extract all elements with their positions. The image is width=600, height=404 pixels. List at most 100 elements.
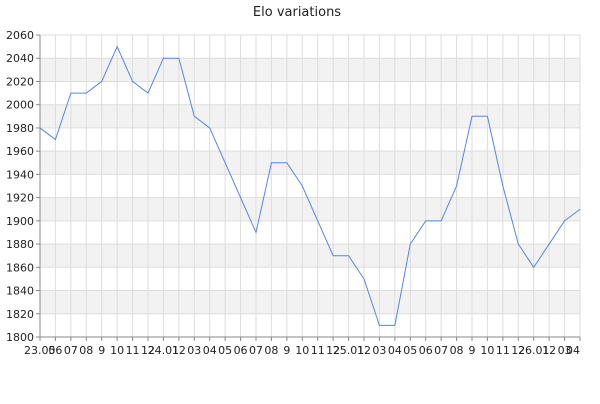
background-band [40, 290, 580, 314]
data-point [301, 185, 303, 187]
data-point [209, 127, 211, 129]
data-point [378, 324, 380, 326]
y-tick-label: 2040 [6, 52, 34, 65]
data-point [70, 92, 72, 94]
background-band [40, 244, 580, 268]
x-tick-label: 24.01 [148, 344, 180, 357]
x-tick-label: 03 [372, 344, 386, 357]
background-band [40, 104, 580, 128]
background-band [40, 58, 580, 82]
data-point [502, 185, 504, 187]
data-point [440, 220, 442, 222]
x-tick-label: 04 [566, 344, 580, 357]
series-line [39, 45, 581, 326]
series-layer [39, 45, 581, 326]
x-tick-label: 08 [450, 344, 464, 357]
x-tick-label: 12 [141, 344, 155, 357]
data-point [486, 115, 488, 117]
data-point [455, 185, 457, 187]
data-point [471, 115, 473, 117]
data-point [409, 243, 411, 245]
x-tick-label: 03 [558, 344, 572, 357]
data-point [332, 254, 334, 256]
x-tick-label: 25.01 [333, 344, 365, 357]
x-tick-label: 05 [218, 344, 232, 357]
y-tick-label: 2060 [6, 29, 34, 42]
x-tick-label: 06 [48, 344, 62, 357]
data-point [239, 196, 241, 198]
x-tick-label: 12 [357, 344, 371, 357]
background-band [40, 151, 580, 175]
x-tick-label: 9 [283, 344, 290, 357]
x-tick-label: 12 [172, 344, 186, 357]
x-tick-label: 03 [187, 344, 201, 357]
x-tick-label: 11 [311, 344, 325, 357]
x-tick-label: 10 [110, 344, 124, 357]
grid-lines [39, 34, 581, 338]
x-tick-label: 9 [98, 344, 105, 357]
y-tick-label: 2020 [6, 75, 34, 88]
data-point [39, 127, 41, 129]
data-point [548, 243, 550, 245]
y-tick-label: 1820 [6, 308, 34, 321]
data-point [363, 278, 365, 280]
data-point [193, 115, 195, 117]
y-tick-label: 1920 [6, 192, 34, 205]
data-point [563, 220, 565, 222]
y-tick-label: 1880 [6, 238, 34, 251]
data-point [317, 220, 319, 222]
data-point [517, 243, 519, 245]
data-point [255, 231, 257, 233]
x-tick-label: 08 [264, 344, 278, 357]
y-tick-label: 1980 [6, 122, 34, 135]
x-tick-label: 11 [496, 344, 510, 357]
background-band [40, 197, 580, 221]
y-tick-label: 1840 [6, 285, 34, 298]
data-point [347, 254, 349, 256]
data-point [178, 57, 180, 59]
x-tick-label: 06 [419, 344, 433, 357]
data-point [579, 208, 581, 210]
data-point [147, 92, 149, 94]
x-tick-label: 10 [295, 344, 309, 357]
chart-title: Elo variations [253, 5, 341, 20]
data-point [101, 80, 103, 82]
x-tick-label: 12 [542, 344, 556, 357]
x-tick-label: 08 [79, 344, 93, 357]
data-point [286, 162, 288, 164]
data-point [224, 162, 226, 164]
y-tick-label: 1860 [6, 261, 34, 274]
data-point [116, 45, 118, 47]
data-point [425, 220, 427, 222]
data-point [533, 266, 535, 268]
x-tick-label: 04 [203, 344, 217, 357]
y-axis-ticks: 1800 1820 1840 1860 1880 1900 1920 1940 1960 1980… [6, 29, 40, 344]
x-tick-label: 07 [434, 344, 448, 357]
x-tick-label: 23.05 [24, 344, 56, 357]
data-point [270, 162, 272, 164]
x-tick-label: 07 [249, 344, 263, 357]
x-tick-label: 26.01 [518, 344, 550, 357]
data-point [394, 324, 396, 326]
data-point [162, 57, 164, 59]
x-tick-label: 10 [480, 344, 494, 357]
data-point [85, 92, 87, 94]
y-tick-label: 2000 [6, 99, 34, 112]
x-tick-label: 04 [388, 344, 402, 357]
x-tick-label: 12 [511, 344, 525, 357]
x-tick-label: 05 [403, 344, 417, 357]
y-tick-label: 1900 [6, 215, 34, 228]
background-bands [40, 58, 580, 314]
x-tick-label: 11 [126, 344, 140, 357]
axes [39, 35, 580, 338]
data-point [54, 138, 56, 140]
y-tick-label: 1960 [6, 145, 34, 158]
data-point [131, 80, 133, 82]
x-tick-label: 12 [326, 344, 340, 357]
x-tick-label: 06 [234, 344, 248, 357]
x-tick-label: 9 [469, 344, 476, 357]
x-tick-label: 07 [64, 344, 78, 357]
